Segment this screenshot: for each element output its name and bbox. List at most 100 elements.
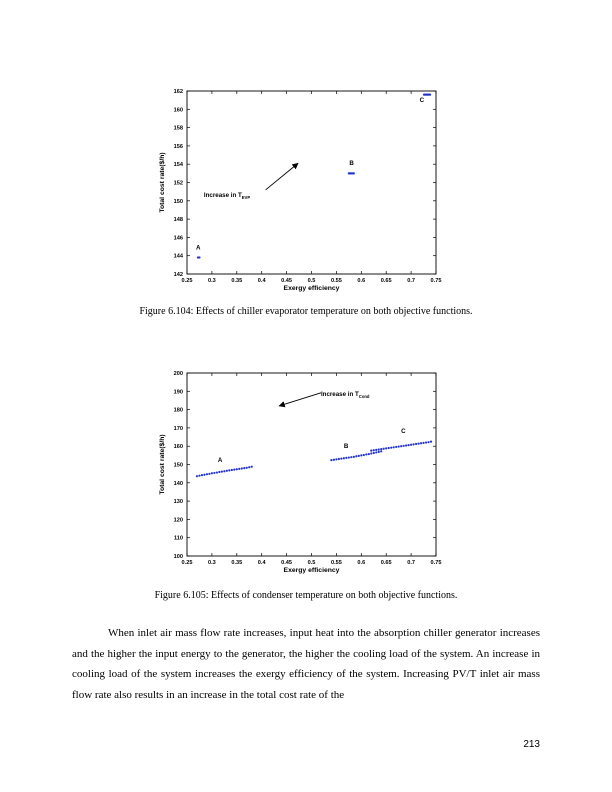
data-point bbox=[213, 471, 216, 475]
x-tick-label: 0.3 bbox=[208, 278, 216, 284]
x-tick-label: 0.4 bbox=[258, 560, 267, 566]
data-point bbox=[233, 468, 236, 471]
trend-arrow bbox=[265, 162, 299, 191]
data-point bbox=[385, 447, 388, 450]
data-point bbox=[377, 448, 380, 451]
page-number: 213 bbox=[523, 739, 540, 750]
y-tick-label: 120 bbox=[174, 517, 183, 523]
x-tick-label: 0.45 bbox=[281, 278, 292, 284]
chart-evaporator-temperature: 0.25 0.3 0.35 0.4 0.45 0.5 0.55 0.6 0.65 0.7 0.75 1… bbox=[159, 89, 442, 292]
chart-condenser-temperature: 0.25 0.3 0.35 0.4 0.45 0.5 0.55 0.6 0.65 0.7 0.75 1… bbox=[159, 371, 442, 574]
data-point bbox=[200, 474, 204, 477]
y-tick-label: 148 bbox=[174, 217, 183, 223]
data-point bbox=[395, 445, 398, 449]
data-point bbox=[240, 467, 243, 470]
y-tick-label: 154 bbox=[174, 162, 184, 168]
y-tick-label: 110 bbox=[174, 536, 183, 542]
data-point bbox=[424, 441, 428, 444]
x-tick-label: 0.25 bbox=[182, 560, 193, 566]
data-point bbox=[380, 448, 383, 451]
y-tick-label: 156 bbox=[174, 144, 183, 150]
annotation-label: C bbox=[401, 428, 406, 435]
y-axis-label: Total cost rate($/h) bbox=[159, 434, 166, 494]
data-point bbox=[375, 448, 378, 451]
x-axis-label: Exergy efficiency bbox=[284, 567, 340, 574]
data-point bbox=[382, 447, 385, 450]
annotation-label: B bbox=[349, 160, 354, 167]
annotation-label: A bbox=[218, 457, 223, 464]
x-tick-label: 0.65 bbox=[381, 278, 392, 284]
data-point bbox=[397, 445, 400, 448]
data-point bbox=[245, 466, 248, 469]
data-point bbox=[377, 450, 380, 453]
y-tick-label: 170 bbox=[174, 426, 183, 432]
data-point bbox=[400, 445, 403, 448]
y-tick-label: 200 bbox=[174, 371, 183, 377]
data-point bbox=[342, 457, 345, 460]
data-point bbox=[429, 440, 433, 443]
x-tick-label: 0.75 bbox=[431, 278, 442, 284]
data-point bbox=[248, 466, 251, 469]
y-axis-label: Total cost rate($/h) bbox=[159, 152, 166, 212]
data-point bbox=[335, 458, 338, 461]
x-tick-label: 0.55 bbox=[331, 278, 342, 284]
y-tick-label: 190 bbox=[174, 389, 183, 395]
data-point bbox=[223, 470, 226, 473]
data-point bbox=[330, 459, 333, 462]
data-point bbox=[390, 446, 393, 449]
data-point bbox=[367, 452, 370, 456]
y-tick-label: 158 bbox=[174, 126, 183, 132]
y-tick-label: 100 bbox=[174, 554, 183, 560]
data-point bbox=[427, 441, 430, 444]
data-point bbox=[360, 454, 363, 457]
data-point bbox=[392, 446, 395, 449]
x-tick-label: 0.6 bbox=[357, 560, 365, 566]
y-tick-label: 152 bbox=[174, 181, 183, 187]
data-point bbox=[410, 443, 413, 446]
y-tick-label: 150 bbox=[174, 199, 183, 205]
y-tick-label: 180 bbox=[174, 408, 183, 414]
body-paragraph: When inlet air mass flow rate increases,… bbox=[72, 627, 540, 701]
x-tick-label: 0.3 bbox=[208, 560, 216, 566]
data-point bbox=[419, 442, 423, 445]
x-tick-label: 0.75 bbox=[431, 560, 442, 566]
annotation-label: B bbox=[344, 443, 349, 450]
x-tick-label: 0.45 bbox=[281, 560, 292, 566]
y-tick-label: 144 bbox=[174, 254, 184, 260]
data-point bbox=[428, 93, 432, 96]
annotation-label: A bbox=[196, 244, 201, 251]
data-point bbox=[228, 469, 231, 472]
x-tick-label: 0.6 bbox=[357, 278, 365, 284]
data-point bbox=[372, 449, 375, 452]
x-tick-label: 0.7 bbox=[407, 560, 415, 566]
y-tick-label: 150 bbox=[174, 463, 183, 469]
figure-6-104: 0.25 0.3 0.35 0.4 0.45 0.5 0.55 0.6 0.65 0.7 0.75 1… bbox=[155, 84, 450, 307]
data-point bbox=[357, 454, 360, 457]
y-tick-label: 162 bbox=[174, 89, 183, 95]
x-tick-label: 0.65 bbox=[381, 560, 392, 566]
data-point bbox=[345, 456, 348, 460]
annotation-label: Increase in TEVP bbox=[204, 192, 250, 200]
x-tick-label: 0.4 bbox=[258, 278, 267, 284]
trend-arrow bbox=[278, 392, 322, 408]
data-point bbox=[380, 450, 383, 453]
data-point bbox=[402, 444, 405, 447]
data-point bbox=[422, 441, 425, 445]
data-point bbox=[362, 453, 365, 457]
x-tick-label: 0.5 bbox=[308, 560, 316, 566]
plot-frame bbox=[186, 90, 437, 275]
data-point bbox=[405, 444, 408, 447]
y-tick-label: 130 bbox=[174, 499, 183, 505]
y-tick-label: 160 bbox=[174, 107, 183, 113]
data-point bbox=[250, 465, 253, 468]
data-point bbox=[412, 443, 415, 446]
data-point bbox=[407, 444, 410, 447]
data-point bbox=[332, 458, 336, 461]
data-point bbox=[198, 474, 201, 477]
plot-frame bbox=[186, 372, 437, 557]
data-point bbox=[365, 453, 368, 456]
data-point bbox=[417, 442, 420, 445]
y-tick-label: 160 bbox=[174, 444, 183, 450]
x-tick-label: 0.7 bbox=[407, 278, 415, 284]
data-point bbox=[235, 468, 238, 471]
